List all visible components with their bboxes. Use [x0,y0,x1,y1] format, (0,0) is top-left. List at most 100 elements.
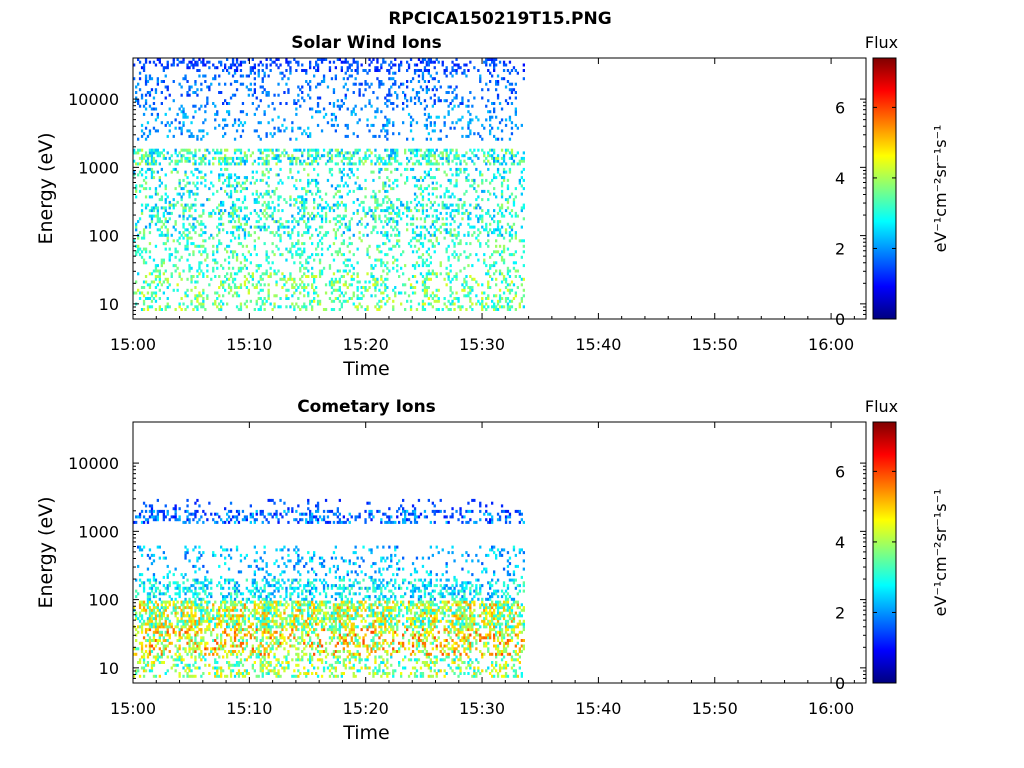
spectrogram-cell [160,63,163,67]
spectrogram-cell [473,181,476,185]
spectrogram-cell [506,269,510,273]
spectrogram-cell [218,178,221,182]
spectrogram-cell [224,167,227,171]
spectrogram-cell [378,170,381,174]
spectrogram-cell [142,501,146,505]
spectrogram-cell [358,148,361,152]
spectrogram-cell [160,630,163,634]
spectrogram-cell [178,655,181,659]
spectrogram-cell [520,192,523,196]
spectrogram-cell [142,589,146,593]
spectrogram-cell [318,214,322,218]
spectrogram-cell [330,286,334,289]
spectrogram-cell [301,275,304,278]
spectrogram-cell [508,239,512,243]
spectrogram-cell [376,66,379,70]
spectrogram-cell [384,209,387,213]
spectrogram-cell [166,151,169,155]
spectrogram-cell [158,630,161,634]
spectrogram-cell [330,156,334,160]
spectrogram-cell [356,211,359,215]
spectrogram-cell [220,200,223,204]
spectrogram-cell [243,151,247,155]
spectrogram-cell [508,308,512,311]
spectrogram-cell [218,74,221,78]
spectrogram-cell [150,170,154,174]
spectrogram-cell [301,85,304,89]
spectrogram-cell [453,154,456,158]
spectrogram-cell [502,60,506,64]
spectrogram-cell [186,242,189,246]
spectrogram-cell [443,69,446,72]
spectrogram-cell [188,269,191,273]
spectrogram-cell [200,170,203,174]
spectrogram-cell [150,206,154,210]
spectrogram-cell [137,99,140,103]
spectrogram-cell [269,167,272,171]
spectrogram-cell [465,283,468,287]
spectrogram-cell [263,74,266,78]
spectrogram-cell [471,264,474,268]
spectrogram-cell [202,672,205,675]
spectrogram-cell [150,622,154,626]
spectrogram-cell [249,275,252,278]
spectrogram-cell [204,80,207,83]
spectrogram-cell [277,66,280,70]
spectrogram-cell [413,198,417,202]
spectrogram-cell [431,291,434,295]
spectrogram-cell [148,222,152,226]
spectrogram-cell [200,176,203,180]
spectrogram-cell [489,71,492,75]
spectrogram-cell [338,107,341,111]
spectrogram-cell [168,622,171,626]
spectrogram-cell [194,592,197,596]
spectrogram-cell [186,228,189,232]
spectrogram-cell [196,520,199,524]
spectrogram-cell [138,573,142,577]
spectrogram-cell [265,91,268,94]
spectrogram-cell [137,148,140,152]
spectrogram-cell [334,280,337,284]
spectrogram-cell [423,123,427,127]
spectrogram-cell [330,112,334,116]
spectrogram-cell [247,93,250,97]
spectrogram-cell [489,123,492,127]
spectrogram-cell [174,518,177,522]
spectrogram-cell [198,655,201,659]
spectrogram-cell [447,206,450,210]
spectrogram-cell [512,159,516,163]
spectrogram-cell [267,283,270,287]
spectrogram-cell [344,269,347,273]
spectrogram-cell [346,60,349,64]
spectrogram-cell [261,77,264,81]
spectrogram-cell [297,297,300,300]
spectrogram-cell [429,137,432,141]
spectrogram-cell [212,606,215,610]
spectrogram-cell [216,261,219,265]
spectrogram-cell [417,255,421,259]
spectrogram-cell [182,614,185,618]
spectrogram-cell [313,288,316,292]
spectrogram-cell [394,159,397,163]
spectrogram-cell [293,184,296,188]
spectrogram-cell [301,200,304,204]
spectrogram-cell [495,283,498,287]
spectrogram-cell [514,187,517,191]
spectrogram-cell [216,674,219,678]
spectrogram-cell [150,644,154,648]
spectrogram-cell [326,121,330,125]
spectrogram-cell [176,650,179,653]
spectrogram-cell [265,250,268,254]
spectrogram-cell [188,209,191,213]
spectrogram-cell [198,622,201,626]
spectrogram-cell [220,280,223,284]
spectrogram-cell [263,242,266,246]
spectrogram-cell [196,294,199,298]
spectrogram-cell [144,663,148,667]
spectrogram-cell [303,211,306,215]
spectrogram-cell [239,286,243,289]
spectrogram-cell [481,305,484,309]
spectrogram-cell [263,272,266,276]
spectrogram-cell [206,617,209,621]
spectrogram-cell [178,628,181,632]
